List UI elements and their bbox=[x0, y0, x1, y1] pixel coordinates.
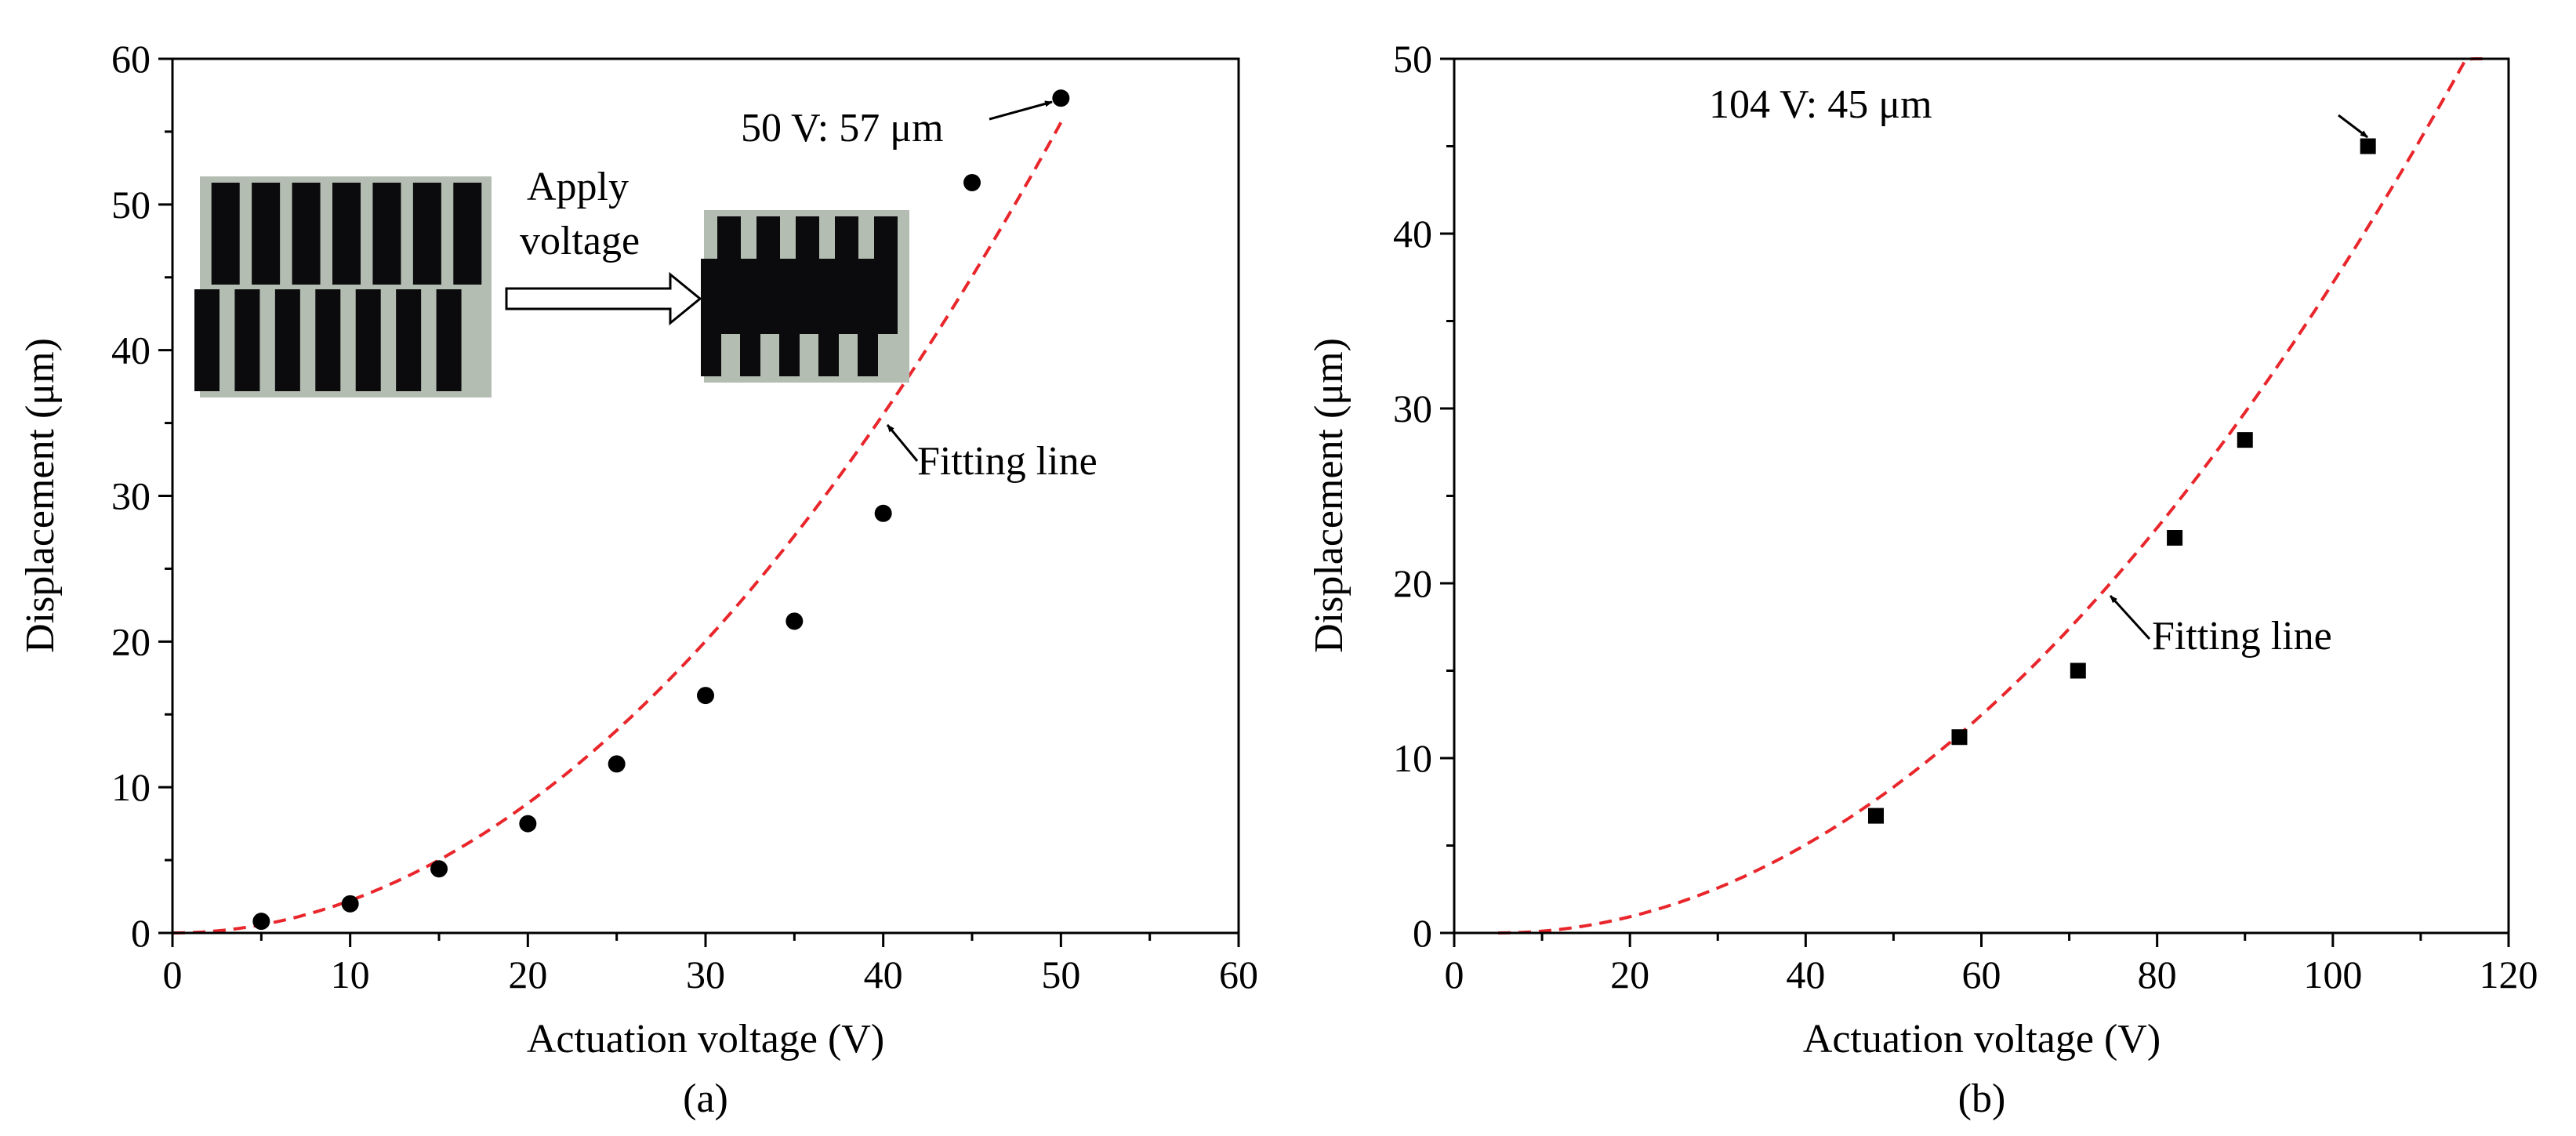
x-axis-title-b: Actuation voltage (V) bbox=[1803, 1017, 2161, 1062]
y-tick-label-a: 50 bbox=[111, 183, 151, 227]
panel-a: Apply voltage 0 10 20 30 40 50 60 0 10 20 30 40 50 60… bbox=[18, 37, 1258, 1121]
data-point-a bbox=[341, 895, 359, 913]
y-tick-label-a: 0 bbox=[131, 911, 151, 955]
comb-finger-bottom bbox=[818, 259, 839, 376]
peak-annotation-a: 50 V: 57 μm bbox=[741, 106, 944, 151]
data-point-b bbox=[1951, 729, 1968, 746]
comb-finger-bottom bbox=[396, 289, 422, 391]
data-point-b bbox=[2360, 138, 2376, 154]
inset-arrow-label-1: Apply bbox=[527, 165, 629, 209]
inset-micrographs: Apply voltage bbox=[194, 165, 909, 397]
panel-b-plot-frame bbox=[1453, 57, 2510, 935]
y-tick-label-a: 40 bbox=[111, 328, 151, 372]
comb-finger-bottom bbox=[315, 289, 341, 391]
y-axis-title-b: Displacement (μm) bbox=[1307, 338, 1351, 653]
fit-annotation-arrow-b bbox=[2109, 594, 2151, 641]
comb-finger-top bbox=[252, 183, 281, 285]
fit-annotation-arrow-a bbox=[886, 424, 919, 462]
comb-finger-bottom bbox=[740, 259, 760, 376]
data-point-b bbox=[2167, 530, 2183, 546]
peak-annotation-arrow-a bbox=[989, 100, 1053, 121]
comb-finger-bottom bbox=[701, 259, 721, 376]
data-point-a bbox=[519, 815, 537, 833]
x-tick-label-b: 0 bbox=[1445, 953, 1464, 996]
comb-finger-top bbox=[412, 183, 441, 285]
y-tick-label-b: 40 bbox=[1393, 212, 1432, 256]
x-tick-label-a: 10 bbox=[331, 953, 370, 996]
micrograph-before bbox=[194, 176, 492, 397]
x-tick-label-a: 50 bbox=[1041, 953, 1080, 996]
inset-arrow-label-2: voltage bbox=[520, 219, 640, 263]
y-tick-label-b: 0 bbox=[1413, 911, 1432, 955]
comb-finger-bottom bbox=[194, 289, 220, 391]
comb-finger-top bbox=[372, 183, 401, 285]
data-point-a bbox=[608, 755, 626, 773]
data-point-a bbox=[1052, 89, 1070, 107]
micrograph-after bbox=[701, 210, 909, 383]
fitting-line-b bbox=[1497, 57, 2483, 935]
inset-arrow: Apply voltage bbox=[505, 165, 702, 326]
y-tick-label-a: 60 bbox=[111, 37, 151, 81]
x-tick-label-a: 30 bbox=[686, 953, 725, 996]
y-tick-label-b: 10 bbox=[1393, 736, 1432, 780]
comb-finger-bottom bbox=[779, 259, 800, 376]
x-tick-label-b: 80 bbox=[2138, 953, 2177, 996]
data-point-b bbox=[2237, 432, 2253, 448]
data-point-a bbox=[785, 612, 804, 630]
y-tick-label-a: 30 bbox=[111, 474, 151, 518]
comb-finger-bottom bbox=[858, 259, 878, 376]
x-tick-label-b: 120 bbox=[2480, 953, 2538, 996]
comb-finger-bottom bbox=[355, 289, 381, 391]
panel-a-gridlayer bbox=[172, 122, 1063, 935]
x-tick-label-a: 40 bbox=[864, 953, 903, 996]
x-tick-label-a: 60 bbox=[1219, 953, 1258, 996]
fit-annotation-a: Fitting line bbox=[917, 439, 1098, 484]
x-tick-label-b: 20 bbox=[1610, 953, 1649, 996]
fit-annotation-b: Fitting line bbox=[2152, 614, 2332, 659]
y-tick-label-b: 20 bbox=[1393, 561, 1432, 605]
x-tick-label-a: 20 bbox=[508, 953, 547, 996]
data-point-a bbox=[430, 860, 448, 878]
data-point-b bbox=[1868, 808, 1884, 824]
x-tick-label-b: 100 bbox=[2303, 953, 2362, 996]
y-tick-label-b: 50 bbox=[1393, 37, 1432, 81]
peak-annotation-b: 104 V: 45 μm bbox=[1709, 82, 1932, 127]
comb-finger-bottom bbox=[274, 289, 300, 391]
panel-label-b: (b) bbox=[1958, 1076, 2006, 1121]
data-point-a bbox=[697, 687, 714, 705]
data-point-a bbox=[963, 173, 981, 191]
x-tick-label-a: 0 bbox=[163, 953, 183, 996]
fitting-line-a bbox=[172, 122, 1063, 935]
data-point-a bbox=[252, 913, 270, 931]
comb-finger-top bbox=[453, 183, 482, 285]
panel-label-a: (a) bbox=[683, 1076, 728, 1121]
x-axis-title-a: Actuation voltage (V) bbox=[527, 1017, 884, 1062]
comb-finger-top bbox=[292, 183, 321, 285]
comb-finger-top bbox=[332, 183, 361, 285]
comb-finger-bottom bbox=[234, 289, 260, 391]
peak-annotation-arrow-b bbox=[2338, 114, 2368, 139]
comb-finger-bottom bbox=[436, 289, 462, 391]
x-tick-label-b: 60 bbox=[1962, 953, 2001, 996]
x-tick-label-b: 40 bbox=[1786, 953, 1825, 996]
comb-finger-top bbox=[211, 183, 240, 285]
y-tick-label-a: 10 bbox=[111, 765, 151, 809]
data-point-a bbox=[874, 504, 892, 522]
y-tick-label-a: 20 bbox=[111, 619, 151, 663]
y-axis-title-a: Displacement (μm) bbox=[18, 338, 63, 653]
y-tick-label-b: 30 bbox=[1393, 387, 1432, 430]
data-point-b bbox=[2070, 662, 2086, 679]
